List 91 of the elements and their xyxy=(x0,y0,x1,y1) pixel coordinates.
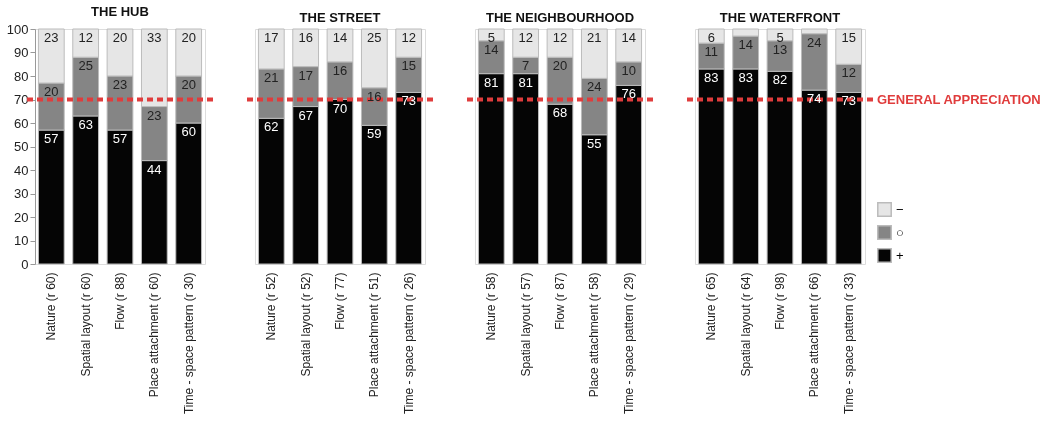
x-tick-label: Place attachment (r 66) xyxy=(807,272,822,398)
data-label: 6 xyxy=(707,30,715,45)
data-label: 21 xyxy=(264,69,279,85)
data-label: 20 xyxy=(112,30,128,45)
data-label: 73 xyxy=(841,93,856,109)
y-tick-label: 0 xyxy=(21,256,29,272)
data-label: 11 xyxy=(704,44,719,60)
data-label: 23 xyxy=(44,30,59,45)
data-label: 73 xyxy=(401,93,416,109)
data-label: 12 xyxy=(518,30,533,45)
x-tick-label: Place attachment (r 51) xyxy=(367,272,382,398)
x-tick-label: Nature (r 65) xyxy=(704,272,719,341)
x-tick-label: Time - space pattern (r 33) xyxy=(841,272,856,415)
x-tick-label: Time - space pattern (r 29) xyxy=(621,272,636,415)
data-label: 20 xyxy=(552,58,568,74)
data-label: 12 xyxy=(841,65,856,81)
x-tick-label: Nature (r 60) xyxy=(44,272,59,341)
x-tick-label: Flow (r 77) xyxy=(333,272,347,330)
data-label: 20 xyxy=(44,84,59,100)
data-label: 55 xyxy=(587,135,602,151)
data-label: 14 xyxy=(621,30,636,45)
data-label: 23 xyxy=(147,107,162,123)
data-label: 81 xyxy=(518,74,533,90)
chart-title: THE WATERFRONT xyxy=(719,9,841,25)
legend-label: ○ xyxy=(896,224,904,240)
data-label: 7 xyxy=(522,58,530,74)
x-tick-label: Spatial layout (r 57) xyxy=(518,272,533,377)
data-label: 16 xyxy=(332,62,348,78)
data-label: 83 xyxy=(704,69,719,85)
data-label: 25 xyxy=(367,30,382,45)
data-label: 24 xyxy=(587,79,602,95)
data-label: 14 xyxy=(738,37,753,53)
data-label: 83 xyxy=(738,69,753,85)
data-label: 17 xyxy=(264,30,279,45)
data-label: 82 xyxy=(772,72,788,88)
y-tick-label: 60 xyxy=(14,115,29,131)
y-tick-label: 80 xyxy=(14,68,29,84)
x-tick-label: Time - space pattern (r 26) xyxy=(401,272,416,415)
data-label: 20 xyxy=(181,77,196,92)
y-tick-label: 90 xyxy=(14,45,29,60)
data-label: 57 xyxy=(44,131,59,147)
x-tick-label: Flow (r 88) xyxy=(113,272,127,330)
data-label: 62 xyxy=(264,119,279,135)
data-label: 63 xyxy=(78,116,93,132)
data-label: 76 xyxy=(621,86,636,102)
data-label: 10 xyxy=(621,62,636,78)
data-label: 24 xyxy=(807,34,822,50)
data-label: 33 xyxy=(147,30,162,45)
x-tick-label: Time - space pattern (r 30) xyxy=(181,272,196,415)
data-label: 14 xyxy=(332,30,348,45)
data-label: 67 xyxy=(298,107,313,123)
data-label: 12 xyxy=(552,30,568,45)
data-label: 16 xyxy=(298,30,313,45)
data-label: 70 xyxy=(332,100,348,116)
x-tick-label: Flow (r 87) xyxy=(553,272,567,330)
chart-title: THE HUB xyxy=(91,4,149,19)
ref-line-label: GENERAL APPRECIATION xyxy=(877,91,1041,107)
x-tick-label: Place attachment (r 60) xyxy=(147,272,162,398)
data-label: 23 xyxy=(112,77,128,92)
x-tick-label: Nature (r 52) xyxy=(264,272,279,341)
data-label: 21 xyxy=(587,30,602,45)
data-label: 74 xyxy=(807,91,822,107)
data-label: 12 xyxy=(78,30,93,45)
data-label: 44 xyxy=(147,161,162,177)
y-tick-label: 20 xyxy=(14,209,29,225)
data-label: 17 xyxy=(298,67,313,83)
y-tick-label: 40 xyxy=(14,162,29,178)
y-tick-label: 10 xyxy=(14,233,29,248)
x-tick-label: Spatial layout (r 64) xyxy=(738,272,753,377)
x-tick-label: Nature (r 58) xyxy=(484,272,499,341)
x-tick-label: Place attachment (r 58) xyxy=(587,272,602,398)
chart-title: THE STREET xyxy=(299,9,381,25)
data-label: 68 xyxy=(552,105,568,121)
x-tick-label: Spatial layout (r 52) xyxy=(298,272,313,377)
data-label: 15 xyxy=(401,58,416,74)
legend-label: − xyxy=(896,201,904,217)
x-tick-label: Flow (r 98) xyxy=(773,272,787,330)
data-label: 57 xyxy=(112,131,128,147)
data-label: 25 xyxy=(78,58,93,74)
y-tick-label: 30 xyxy=(14,186,29,201)
x-tick-label: Spatial layout (r 60) xyxy=(78,272,93,377)
data-label: 60 xyxy=(181,124,196,139)
y-tick-label: 50 xyxy=(14,139,29,154)
data-label: 15 xyxy=(841,30,856,45)
data-label: 12 xyxy=(401,30,416,45)
chart-title: THE NEIGHBOURHOOD xyxy=(485,9,635,25)
data-label: 59 xyxy=(367,126,382,142)
legend-label: + xyxy=(896,247,904,263)
data-label: 20 xyxy=(181,30,196,45)
data-label: 81 xyxy=(484,74,499,90)
y-tick-label: 100 xyxy=(6,21,29,37)
